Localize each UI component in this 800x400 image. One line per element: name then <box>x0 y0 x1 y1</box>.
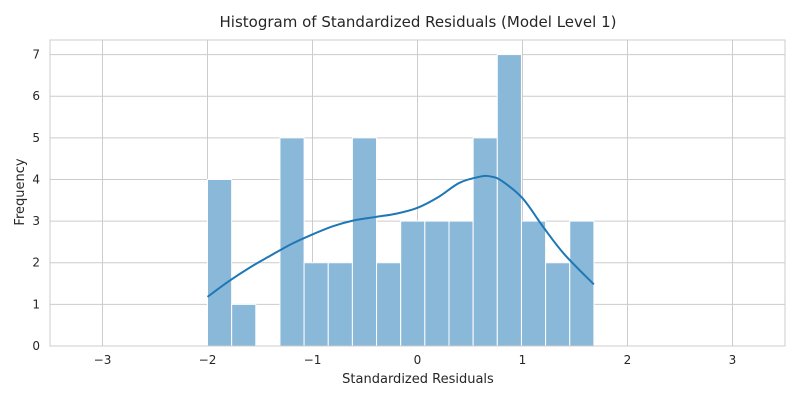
histogram-bar <box>569 220 595 347</box>
y-tick-label: 5 <box>32 131 40 145</box>
histogram-bar <box>520 220 547 347</box>
y-tick-label: 3 <box>32 214 40 228</box>
x-tick-label: −1 <box>304 353 322 367</box>
x-axis-label: Standardized Residuals <box>342 372 494 387</box>
histogram-bar <box>472 137 498 347</box>
kde-curve <box>206 174 595 298</box>
histogram-bar <box>303 262 329 347</box>
histogram-bar <box>351 137 378 347</box>
histogram-bars <box>207 54 595 347</box>
y-tick-labels: 0 1 2 3 4 5 6 7 <box>32 48 40 353</box>
histogram-bar <box>448 220 474 347</box>
chart-title: Histogram of Standardized Residuals (Mod… <box>220 13 617 31</box>
histogram-bar <box>400 220 426 347</box>
x-tick-label: 3 <box>729 353 737 367</box>
x-tick-label: 0 <box>414 353 422 367</box>
histogram-bar <box>545 262 571 347</box>
histogram-bar <box>279 137 305 347</box>
histogram-bar <box>231 303 257 347</box>
grid-lines <box>50 40 785 347</box>
y-tick-label: 7 <box>32 48 40 62</box>
plot-frame <box>49 39 786 347</box>
histogram-bar <box>327 262 353 347</box>
y-tick-label: 6 <box>32 89 40 103</box>
x-tick-labels: −3 −2 −1 0 1 2 3 <box>94 353 737 367</box>
y-tick-label: 0 <box>32 339 40 353</box>
x-tick-label: 1 <box>519 353 527 367</box>
histogram-bar <box>207 178 233 347</box>
x-tick-label: −2 <box>199 353 217 367</box>
x-tick-label: −3 <box>94 353 112 367</box>
y-tick-label: 2 <box>32 256 40 270</box>
y-tick-label: 4 <box>32 172 40 186</box>
y-axis-label: Frequency <box>13 158 28 225</box>
histogram-bar <box>376 262 402 347</box>
y-tick-label: 1 <box>32 297 40 311</box>
x-tick-label: 2 <box>624 353 632 367</box>
histogram-bar <box>424 220 450 347</box>
histogram-bar <box>496 54 522 347</box>
